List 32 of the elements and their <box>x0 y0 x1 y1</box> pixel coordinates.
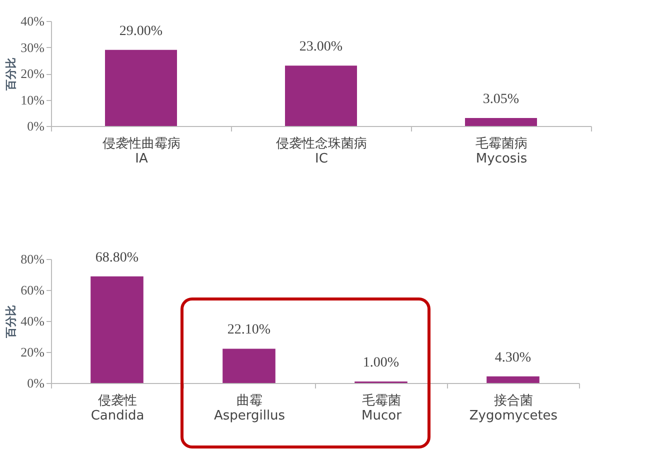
x-tick-label: 侵袭性念珠菌病 IC <box>276 136 367 166</box>
x-tick-label: 毛霉菌 Mucor <box>362 394 402 424</box>
y-tick-label: 40% <box>20 14 45 28</box>
bar <box>285 66 357 126</box>
y-tick-label: 20% <box>20 344 45 360</box>
data-label: 23.00% <box>299 40 343 55</box>
x-tick-label: 侵袭性曲霉病 IA <box>102 136 180 166</box>
y-tick-label: 60% <box>20 282 45 298</box>
data-label: 1.00% <box>362 355 400 370</box>
y-tick-label: 0% <box>27 376 45 390</box>
y-axis-title: 百分比 <box>4 305 18 339</box>
y-tick-label: 10% <box>20 92 45 108</box>
y-tick-label: 30% <box>20 40 45 55</box>
x-tick-label: 曲霉 Aspergillus <box>214 394 286 424</box>
data-label: 4.30% <box>494 350 532 366</box>
data-label: 29.00% <box>119 24 163 39</box>
y-tick-label: 80% <box>20 252 45 266</box>
data-label: 22.10% <box>227 322 271 338</box>
bar <box>105 50 177 126</box>
x-tick-label: 接合菌 Zygomycetes <box>469 394 558 424</box>
bar <box>486 376 540 383</box>
x-tick-label: 侵袭性 Candida <box>90 394 144 424</box>
data-label: 3.05% <box>482 92 520 107</box>
bar <box>222 348 276 383</box>
y-tick-label: 0% <box>27 118 45 134</box>
y-tick-label: 20% <box>20 66 45 81</box>
data-label: 68.80% <box>95 250 139 266</box>
y-axis-title: 百分比 <box>4 58 18 92</box>
bar <box>90 276 144 383</box>
x-tick-label: 毛霉菌病 Mycosis <box>476 136 528 166</box>
bar <box>465 118 537 126</box>
y-tick-label: 40% <box>20 314 45 328</box>
